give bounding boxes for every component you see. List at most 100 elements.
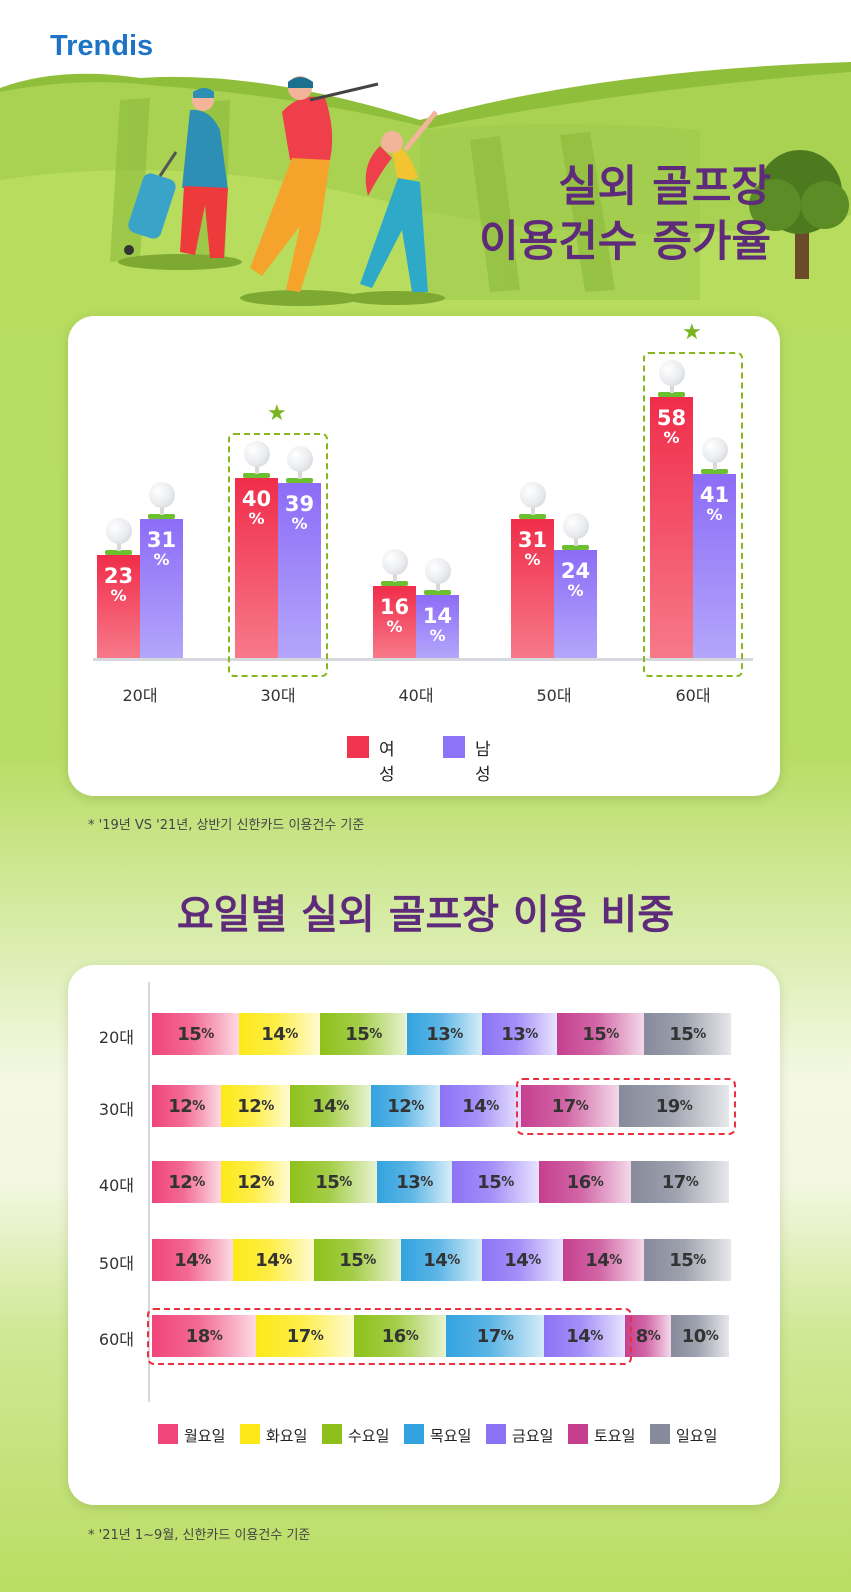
bar-male-60대 [693,473,736,658]
legend-label-화요일: 화요일 [266,1427,308,1445]
bar-label-unit: % [153,549,170,569]
legend-swatch-수요일 [322,1424,342,1444]
bar-label-unit: % [110,585,127,605]
segment-목요일-60대: 17% [446,1315,544,1357]
golf-ball-icon [286,445,313,472]
segment-unit: % [336,1098,349,1114]
legend-swatch-목요일 [404,1424,424,1444]
legend-swatch-금요일 [486,1424,506,1444]
bar-label-female-20대: 23% [97,565,140,605]
x-tick-40대: 40대 [398,686,434,705]
segment-토요일-60대: 8% [625,1315,671,1357]
legend-label-수요일: 수요일 [348,1427,390,1445]
bar-female-60대 [650,397,693,658]
segment-unit: % [590,1328,603,1344]
segment-월요일-30대: 12% [152,1085,221,1127]
segment-화요일-60대: 17% [256,1315,354,1357]
segment-수요일-20대: 15% [320,1013,407,1055]
segment-unit: % [609,1252,622,1268]
bar-label-unit: % [248,509,265,528]
bar-male-40대 [416,595,459,658]
segment-월요일-50대: 14% [152,1239,233,1281]
segment-unit: % [693,1252,706,1268]
segment-일요일-40대: 17% [631,1161,729,1203]
segment-unit: % [420,1174,433,1190]
tee-grass [562,545,589,550]
segment-unit: % [369,1026,382,1042]
chart1-title: 실외 골프장 이용건수 증가율 [411,160,771,270]
segment-unit: % [525,1026,538,1042]
highlight-box-60대 [643,352,743,677]
segment-수요일-40대: 15% [290,1161,377,1203]
hero-illustration [0,0,851,330]
segment-토요일-40대: 16% [539,1161,631,1203]
segment-unit: % [192,1098,205,1114]
highlight-box-60대 [147,1308,633,1365]
segment-일요일-60대: 10% [671,1315,729,1357]
star-icon: ★ [267,401,287,426]
bar-male-50대 [554,550,597,658]
legend-label-토요일: 토요일 [594,1427,636,1445]
tee-grass [243,473,270,478]
chart2-y-axis [148,982,150,1402]
y-tick-50대: 50대 [98,1254,134,1273]
tee-grass [148,513,175,519]
segment-화요일-40대: 12% [221,1161,290,1203]
chart2-footnote: * '21년 1~9월, 신한카드 이용건수 기준 [88,1528,311,1543]
y-tick-40대: 40대 [98,1176,134,1195]
y-tick-30대: 30대 [98,1100,134,1119]
legend-label-월요일: 월요일 [184,1427,226,1445]
segment-unit: % [285,1026,298,1042]
bar-label-female-60대: 58% [650,407,693,447]
segment-일요일-20대: 15% [644,1013,731,1055]
bar-label-unit: % [429,626,446,645]
segment-금요일-50대: 14% [482,1239,563,1281]
segment-unit: % [192,1174,205,1190]
highlight-box-30대 [228,433,328,677]
segment-목요일-50대: 14% [401,1239,482,1281]
golf-ball-icon [519,481,546,508]
golf-tee [435,583,440,591]
legend-swatch-female [347,736,369,758]
bar-label-male-50대: 24% [554,560,597,600]
bar-label-female-50대: 31% [511,529,554,569]
x-tick-20대: 20대 [122,686,158,705]
segment-화요일-50대: 14% [233,1239,314,1281]
legend-swatch-male [443,736,465,758]
bar-label-unit: % [291,513,308,533]
bar-female-20대 [97,554,140,658]
bar-label-female-40대: 16% [373,596,416,636]
tee-grass [286,477,313,483]
tee-grass [381,581,408,586]
segment-월요일-40대: 12% [152,1161,221,1203]
segment-목요일-30대: 12% [371,1085,440,1127]
legend-swatch-월요일 [158,1424,178,1444]
segment-unit: % [501,1174,514,1190]
tee-grass [424,590,451,595]
segment-수요일-30대: 14% [290,1085,371,1127]
segment-금요일-20대: 13% [482,1013,557,1055]
bar-label-male-30대: 39% [278,493,321,533]
bar-label-male-60대: 41% [693,484,736,524]
x-tick-30대: 30대 [260,686,296,705]
segment-토요일-20대: 15% [557,1013,644,1055]
bar-label-unit: % [663,428,680,447]
bar-label-unit: % [706,504,723,524]
tee-grass [105,549,132,555]
segment-unit: % [486,1098,499,1114]
y-tick-60대: 60대 [98,1330,134,1349]
golf-ball-icon [105,517,132,544]
golf-tee [297,470,302,479]
golf-tee [254,466,259,474]
golf-ball-icon [381,549,408,575]
segment-unit: % [279,1252,292,1268]
star-icon: ★ [682,320,702,345]
weekday-chart-card [68,965,780,1505]
segment-unit: % [405,1328,419,1344]
segment-unit: % [590,1174,604,1190]
golf-ball-icon [243,441,270,467]
tee-grass [658,392,685,397]
golf-tee [712,461,717,470]
golf-tee [116,542,121,551]
bar-female-30대 [235,478,278,658]
